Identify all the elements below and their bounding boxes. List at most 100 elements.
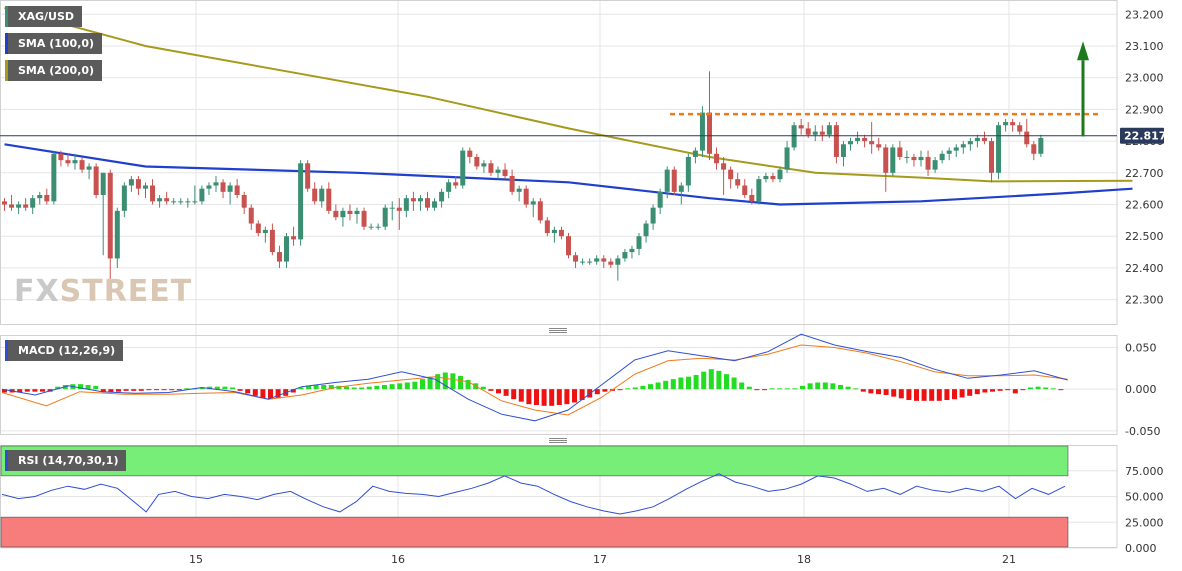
candle: [9, 195, 15, 211]
candle-body: [340, 210, 346, 218]
candle-body: [79, 160, 85, 170]
macd-histogram-bar: [146, 389, 152, 391]
candle: [671, 166, 677, 195]
macd-histogram-bar: [298, 387, 304, 390]
candle: [777, 166, 783, 183]
candle: [1038, 134, 1044, 157]
candle: [812, 125, 818, 142]
candle-body: [284, 236, 289, 262]
panel-resize-handle[interactable]: [549, 328, 567, 333]
macd-histogram-bar: [313, 385, 319, 390]
candle: [692, 147, 698, 164]
candle: [382, 204, 388, 230]
macd-tick-label: -0.050: [1125, 425, 1160, 438]
candle: [946, 147, 952, 161]
macd-histogram-bar: [898, 389, 904, 399]
macd-histogram-bar: [465, 380, 471, 390]
candle: [728, 166, 734, 189]
price-tick-label: 22.900: [1125, 103, 1164, 116]
candle: [86, 163, 92, 180]
macd-histogram-bar: [541, 389, 547, 406]
macd-histogram-bar: [663, 380, 669, 390]
macd-histogram-bar: [777, 388, 783, 390]
macd-histogram-bar: [556, 389, 562, 405]
candle-body: [262, 229, 268, 234]
candle-body: [537, 201, 543, 221]
candle: [199, 185, 205, 205]
macd-histogram-bar: [1050, 388, 1056, 390]
panel-dividers[interactable]: [549, 328, 567, 443]
candle: [643, 220, 649, 243]
macd-histogram-bar: [123, 389, 129, 391]
macd-histogram-bar: [108, 389, 114, 393]
candle-body: [276, 252, 282, 262]
macd-histogram-bar: [207, 386, 213, 390]
legend-symbol[interactable]: XAG/USD: [5, 6, 83, 27]
macd-histogram-bar: [55, 386, 61, 390]
candle: [241, 191, 247, 215]
legend-sma200[interactable]: SMA (200,0): [5, 60, 103, 81]
macd-histogram-bar: [678, 377, 684, 390]
candle: [763, 172, 769, 183]
macd-main-line: [1, 333, 1068, 422]
macd-histogram-bar: [1028, 387, 1033, 390]
candle-body: [883, 147, 889, 173]
macd-histogram-bar: [754, 389, 760, 391]
candle-body: [862, 137, 868, 142]
candle-body: [770, 175, 776, 180]
candle: [615, 255, 621, 281]
candle: [1031, 141, 1037, 161]
candle-body: [389, 207, 395, 209]
candle: [996, 122, 1002, 180]
candle: [30, 195, 36, 215]
candle-body: [890, 147, 896, 173]
candle: [234, 179, 240, 199]
candle: [580, 258, 586, 265]
macd-histogram-bar: [990, 389, 995, 392]
candle: [481, 160, 487, 173]
rsi-tick-label: 25.000: [1125, 516, 1164, 529]
candle: [714, 147, 720, 170]
date-tick-label: 21: [1002, 553, 1016, 566]
legend-macd[interactable]: MACD (12,26,9): [5, 340, 124, 361]
macd-histogram-bar: [625, 388, 631, 390]
macd-histogram-bar: [936, 389, 942, 401]
candle: [354, 207, 360, 224]
macd-histogram-bar: [914, 389, 919, 401]
legend-rsi[interactable]: RSI (14,70,30,1): [5, 450, 127, 471]
candle-body: [361, 210, 367, 227]
macd-histogram-bar: [442, 372, 448, 390]
candle-body: [474, 156, 480, 167]
macd-histogram-bar: [822, 382, 828, 390]
macd-histogram-bar: [830, 383, 836, 390]
candle: [897, 141, 903, 161]
price-tick-label: 22.600: [1125, 199, 1164, 212]
macd-histogram-bar: [982, 389, 988, 393]
price-tag: 22.817: [1120, 127, 1166, 144]
candle: [890, 144, 896, 176]
macd-histogram-bar: [321, 385, 327, 390]
candle-body: [1003, 122, 1009, 126]
candle-body: [107, 172, 113, 259]
date-tick-label: 18: [797, 553, 811, 566]
price-tick-label: 22.700: [1125, 167, 1164, 180]
candle-body: [241, 195, 247, 208]
macd-histogram-bar: [853, 388, 859, 390]
macd-histogram-bar: [784, 388, 790, 390]
candle-body: [467, 150, 473, 157]
macd-histogram-bar: [131, 389, 137, 391]
candle-body: [93, 166, 99, 195]
legend-sma100[interactable]: SMA (100,0): [5, 33, 103, 54]
macd-histogram-bar: [412, 381, 418, 390]
candle: [967, 137, 973, 151]
macd-histogram-bar: [876, 389, 881, 395]
candle: [417, 195, 423, 211]
macd-signal-line: [1, 344, 1068, 416]
panel-resize-handle[interactable]: [549, 438, 567, 443]
candle: [396, 198, 402, 230]
macd-histogram-bar: [100, 389, 106, 392]
candle: [558, 226, 564, 240]
candle-body: [629, 248, 635, 253]
candle: [65, 153, 71, 167]
macd-histogram-bar: [1005, 389, 1011, 391]
